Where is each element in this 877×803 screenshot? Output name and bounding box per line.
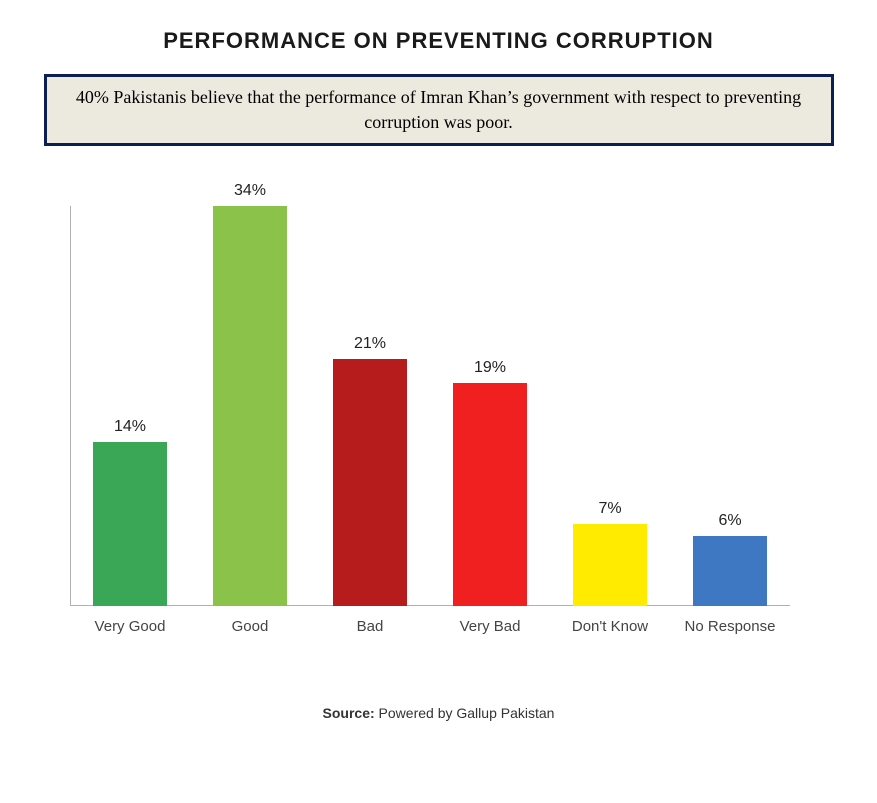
bar-value-label: 7% [550, 500, 670, 518]
chart-title: PERFORMANCE ON PREVENTING CORRUPTION [0, 28, 877, 54]
subtitle-box: 40% Pakistanis believe that the performa… [44, 74, 834, 146]
subtitle-text: 40% Pakistanis believe that the performa… [76, 87, 801, 132]
bar [333, 359, 407, 606]
bar-slot: 19% [430, 206, 550, 606]
x-axis-label: Good [190, 618, 310, 635]
x-axis-label: Very Bad [430, 618, 550, 635]
bars-container: 14%34%21%19% 7%6% [70, 206, 790, 606]
x-axis-label: Don't Know [550, 618, 670, 635]
bar-value-label: 19% [430, 359, 550, 377]
x-axis-label: Bad [310, 618, 430, 635]
bar [93, 442, 167, 607]
bar-value-label: 6% [670, 512, 790, 530]
bar [573, 524, 647, 606]
bar [213, 206, 287, 606]
source-line: Source: Powered by Gallup Pakistan [0, 705, 877, 721]
x-axis-label: No Response [670, 618, 790, 635]
bar-slot: 21% [310, 206, 430, 606]
bar-slot: 7% [550, 206, 670, 606]
bar [693, 536, 767, 607]
bar [453, 383, 527, 607]
bar-slot: 6% [670, 206, 790, 606]
bar-value-label: 34% [190, 182, 310, 200]
bar-chart: 14%34%21%19% 7%6% [70, 206, 790, 606]
x-axis-labels: Very GoodGoodBadVery BadDon't KnowNo Res… [70, 618, 790, 635]
x-axis-label: Very Good [70, 618, 190, 635]
bar-slot: 14% [70, 206, 190, 606]
source-text: Powered by Gallup Pakistan [375, 705, 555, 721]
source-label: Source: [323, 705, 375, 721]
bar-slot: 34% [190, 206, 310, 606]
bar-value-label: 14% [70, 418, 190, 436]
bar-value-label: 21% [310, 335, 430, 353]
